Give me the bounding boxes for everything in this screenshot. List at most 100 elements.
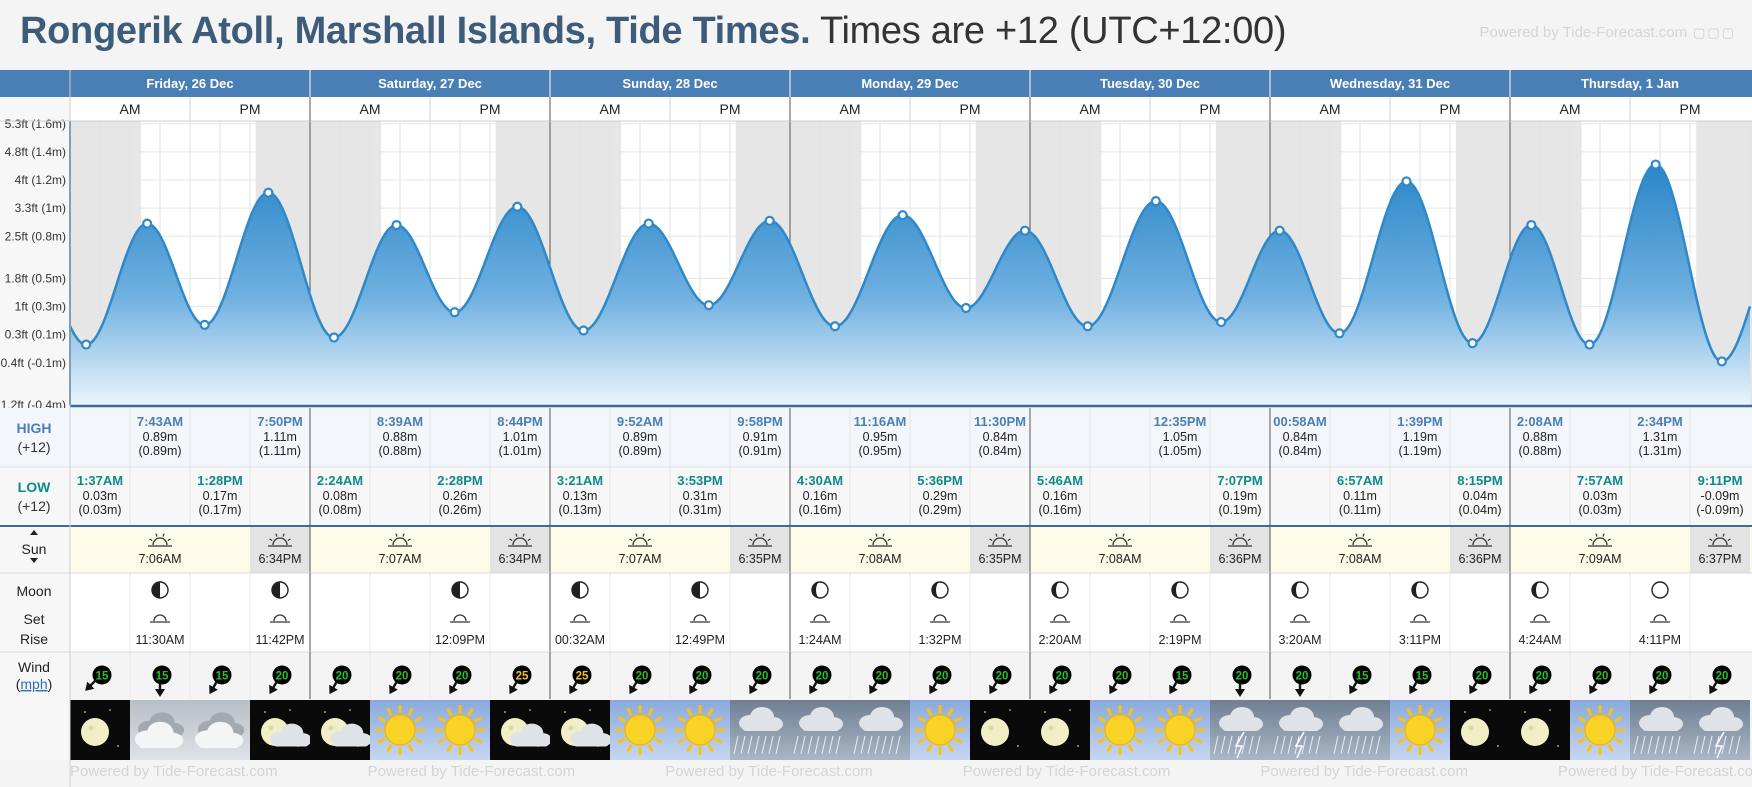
tide-height: 1.31m xyxy=(1643,430,1678,444)
low-tide-point xyxy=(578,325,589,336)
sunny-weather-icon xyxy=(1570,700,1630,760)
tide-height-alt: (0.84m) xyxy=(1278,444,1321,458)
wind-badge xyxy=(1712,665,1732,685)
y-tick-label: 2.5ft (0.8m) xyxy=(5,229,66,243)
tide-height-alt: (0.89m) xyxy=(618,444,661,458)
tide-height: 0.89m xyxy=(143,430,178,444)
tide-height-alt: (1.01m) xyxy=(498,444,541,458)
high-row-label: HIGH xyxy=(17,420,52,436)
wind-unit-label: (mph) xyxy=(16,676,53,692)
tide-height: 0.04m xyxy=(1463,489,1498,503)
sunset-icon xyxy=(1228,533,1252,547)
tide-height: 0.11m xyxy=(1343,489,1377,503)
wind-badge xyxy=(1412,665,1432,685)
sunset-time: 6:34PM xyxy=(258,552,301,566)
moon-time: 12:09PM xyxy=(435,633,485,647)
low-tide-point xyxy=(1334,328,1345,339)
tide-time: 9:52AM xyxy=(617,414,663,429)
sunny-weather-icon xyxy=(610,700,670,760)
wind-indicator: 20 xyxy=(1589,665,1612,695)
tide-time: 8:15PM xyxy=(1457,473,1503,488)
tide-height-alt: (1.31m) xyxy=(1638,444,1681,458)
high-tide-point xyxy=(1274,225,1285,236)
tide-height-alt: (0.19m) xyxy=(1218,503,1261,517)
tide-time: 2:34PM xyxy=(1637,414,1683,429)
tide-height: -0.09m xyxy=(1701,489,1740,503)
wind-indicator: 20 xyxy=(1109,665,1132,695)
wind-indicator: 20 xyxy=(629,665,652,695)
tide-height: 0.26m xyxy=(443,489,478,503)
am-pm-row: AM PM AM PM AM PM AM PM AM PM AM PM AM PM xyxy=(0,97,1752,122)
wind-speed: 20 xyxy=(1476,671,1489,683)
moon-horizon-icon xyxy=(570,614,590,623)
footer-watermark: Powered by Tide-Forecast.com xyxy=(1557,763,1752,780)
tide-time: 2:08AM xyxy=(1517,414,1563,429)
wind-badge xyxy=(572,665,592,685)
wind-indicator: 20 xyxy=(1649,665,1672,695)
low-tide-point xyxy=(449,307,460,318)
night-cloudy-weather-icon xyxy=(310,700,372,760)
wind-indicator: 15 xyxy=(1409,665,1432,695)
tide-time: 1:37AM xyxy=(77,473,123,488)
wind-unit-link[interactable]: mph xyxy=(20,676,47,692)
day-label: Thursday, 1 Jan xyxy=(1581,76,1679,91)
wind-speed: 20 xyxy=(636,671,649,683)
tide-height: 0.84m xyxy=(1283,430,1318,444)
footer-watermark: Powered by Tide-Forecast.com xyxy=(962,763,1171,780)
moon-horizon-icon xyxy=(450,614,470,623)
night-cloudy-weather-icon xyxy=(490,700,552,760)
sunrise-icon xyxy=(1108,533,1132,547)
low-row-label: LOW xyxy=(18,479,51,495)
am-label: AM xyxy=(840,101,861,117)
moon-time: 3:11PM xyxy=(1399,633,1441,647)
wind-badge xyxy=(872,665,892,685)
wind-badge xyxy=(92,665,112,685)
tide-time: 3:53PM xyxy=(677,473,723,488)
wind-badge xyxy=(1052,665,1072,685)
tide-height-alt: (0.31m) xyxy=(678,503,721,517)
tide-time: 7:43AM xyxy=(137,414,183,429)
tide-extreme-points xyxy=(81,159,1727,367)
moon-phase-icon xyxy=(1651,581,1669,599)
thunder-weather-icon xyxy=(1270,700,1330,760)
wind-indicator: 20 xyxy=(1709,665,1732,695)
tide-area xyxy=(70,164,1750,405)
sunrise-icon xyxy=(1348,533,1372,547)
wind-indicator: 20 xyxy=(1232,665,1252,697)
sunny-weather-icon xyxy=(910,700,970,760)
sunset-time: 6:36PM xyxy=(1458,552,1501,566)
wind-speed: 15 xyxy=(1176,671,1189,683)
tide-time: 11:16AM xyxy=(854,414,907,429)
tide-height: 1.01m xyxy=(503,430,538,444)
moon-phase-icon xyxy=(151,581,169,599)
wind-badge xyxy=(152,665,172,685)
wind-speed: 20 xyxy=(1716,671,1729,683)
high-tide-point xyxy=(643,218,654,229)
tide-time: 7:07PM xyxy=(1217,473,1263,488)
wind-badge xyxy=(1352,665,1372,685)
wind-badge xyxy=(752,665,772,685)
tide-time: 5:46AM xyxy=(1037,473,1083,488)
moon-set-label: Set xyxy=(23,611,44,627)
tide-time: 7:57AM xyxy=(1577,473,1623,488)
wind-indicator: 20 xyxy=(449,665,472,695)
rain-weather-icon xyxy=(730,700,790,760)
moon-time: 2:19PM xyxy=(1158,633,1201,647)
wind-badge xyxy=(1592,665,1612,685)
tide-height: 0.29m xyxy=(923,489,958,503)
pm-label: PM xyxy=(1440,101,1461,117)
sunset-time: 6:36PM xyxy=(1218,552,1261,566)
wind-badge xyxy=(452,665,472,685)
wind-badge xyxy=(1532,665,1552,685)
moon-horizon-icon xyxy=(270,614,290,623)
day-header-bar xyxy=(0,70,1752,97)
